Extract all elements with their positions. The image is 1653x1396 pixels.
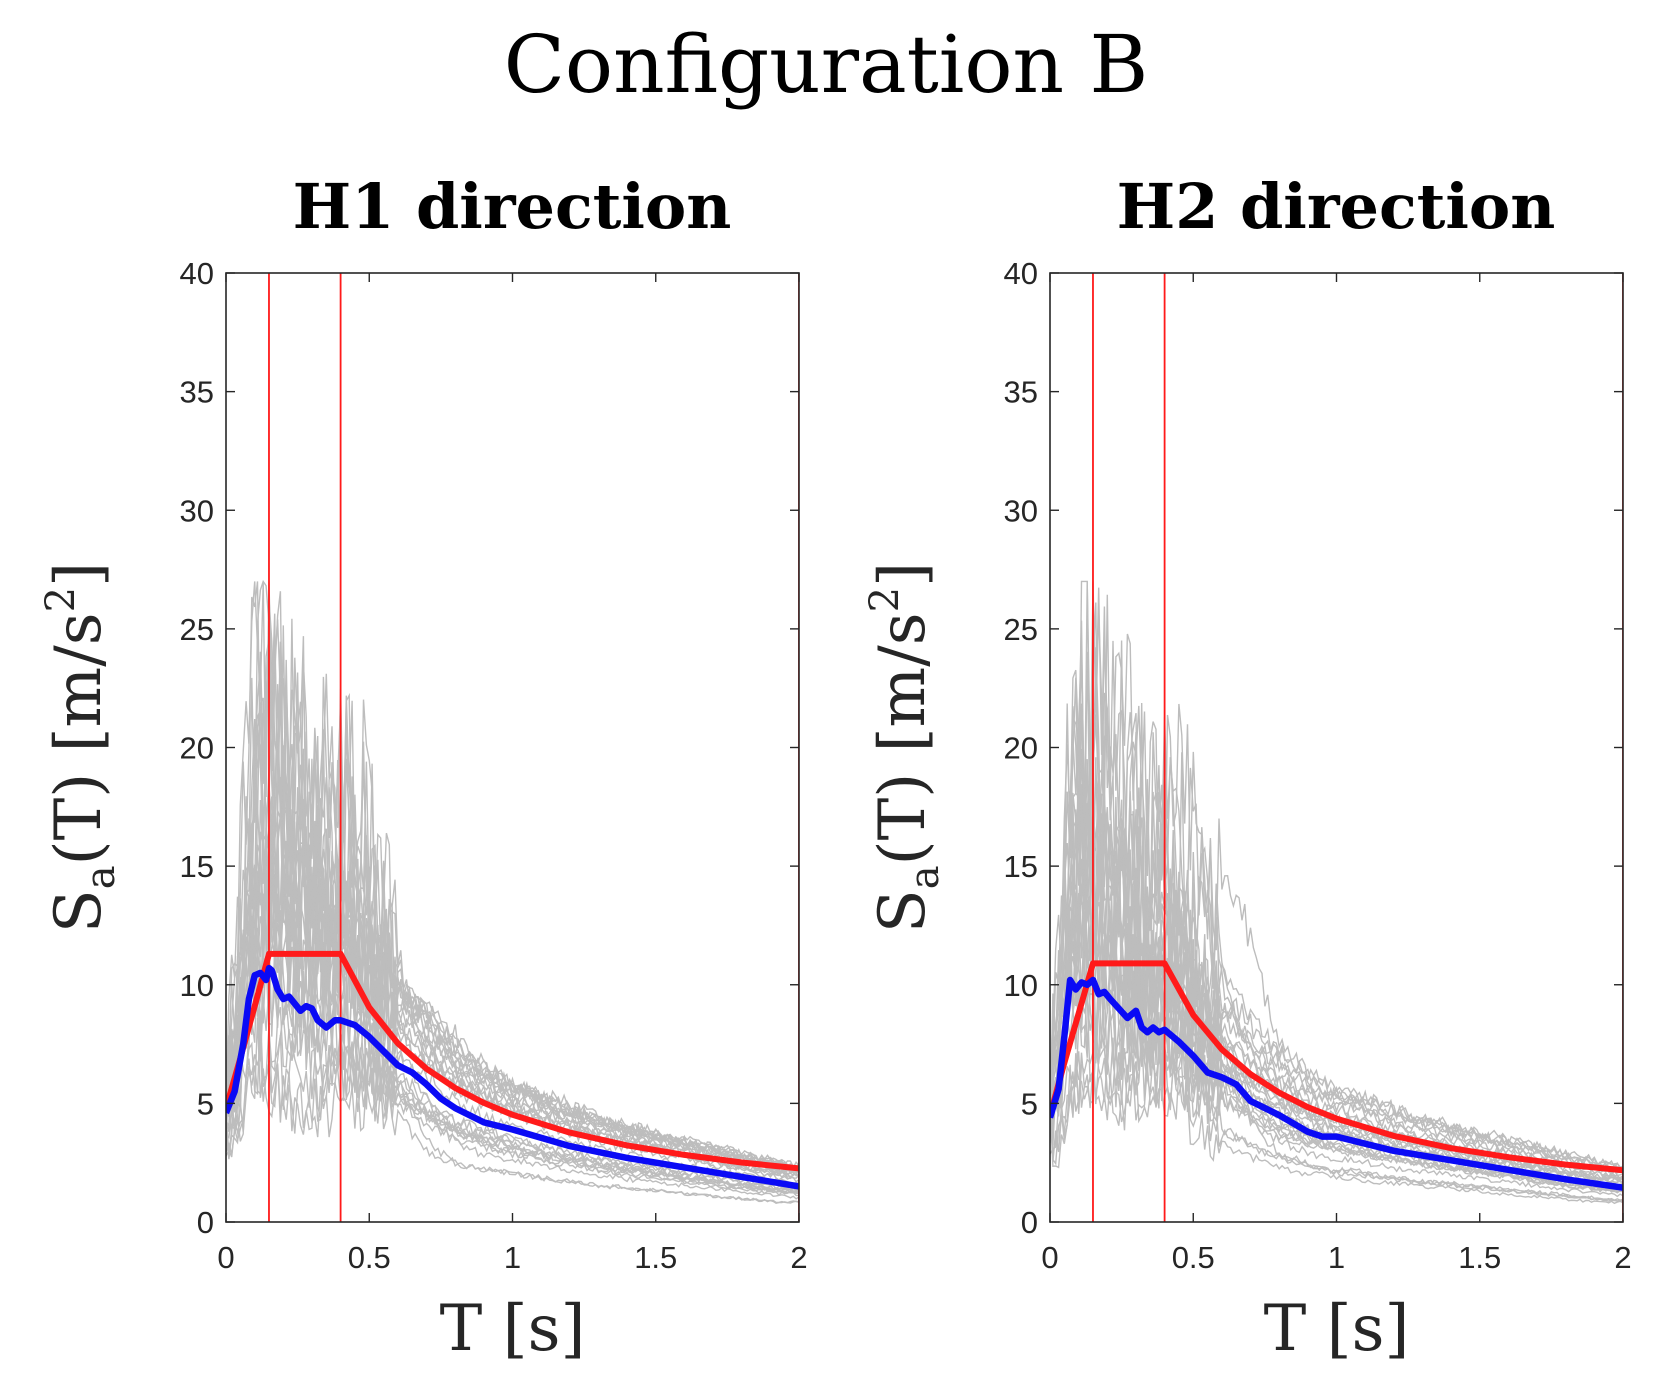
y-tick-label: 15 xyxy=(180,849,214,884)
x-tick-label: 1 xyxy=(504,1240,521,1275)
panel-title: H2 direction xyxy=(1117,170,1556,243)
y-tick-label: 10 xyxy=(180,968,214,1003)
x-axis-label: T [s] xyxy=(440,1292,586,1366)
x-tick-label: 0.5 xyxy=(1172,1240,1215,1275)
y-tick-label: 5 xyxy=(197,1086,214,1121)
y-tick-label: 0 xyxy=(197,1205,214,1240)
x-tick-label: 0 xyxy=(217,1240,234,1275)
plot-area xyxy=(226,273,799,1222)
record-spectrum xyxy=(1050,705,1623,1174)
y-tick-label: 25 xyxy=(1004,612,1038,647)
x-tick-label: 2 xyxy=(1614,1240,1631,1275)
x-axis-label: T [s] xyxy=(1264,1292,1410,1366)
x-tick-label: 1.5 xyxy=(634,1240,677,1275)
record-spectrum xyxy=(1050,1012,1623,1205)
x-tick-label: 1 xyxy=(1328,1240,1345,1275)
target-spectrum-line xyxy=(226,950,799,1172)
y-tick-label: 40 xyxy=(180,256,214,291)
y-tick-label: 40 xyxy=(1004,256,1038,291)
y-tick-label: 5 xyxy=(1021,1086,1038,1121)
panel-title: H1 direction xyxy=(293,170,732,243)
y-tick-label: 15 xyxy=(1004,849,1038,884)
record-spectrum xyxy=(1050,729,1623,1185)
x-tick-label: 0 xyxy=(1041,1240,1058,1275)
y-tick-label: 30 xyxy=(180,493,214,528)
y-tick-label: 35 xyxy=(1004,375,1038,410)
mean-spectrum-line xyxy=(226,964,799,1190)
record-spectrum xyxy=(1050,765,1623,1182)
y-tick-label: 25 xyxy=(180,612,214,647)
x-tick-label: 1.5 xyxy=(1458,1240,1501,1275)
y-axis-label: Sa(T) [m/s2] xyxy=(862,562,948,933)
record-spectrum xyxy=(226,844,799,1197)
figure-title: Configuration B xyxy=(504,18,1149,111)
y-tick-label: 30 xyxy=(1004,493,1038,528)
record-spectrum xyxy=(226,729,799,1190)
record-spectrum xyxy=(226,880,799,1193)
y-tick-label: 10 xyxy=(1004,968,1038,1003)
y-tick-label: 35 xyxy=(180,375,214,410)
y-tick-label: 20 xyxy=(180,731,214,766)
record-spectrum xyxy=(1050,850,1623,1193)
y-axis-label: Sa(T) [m/s2] xyxy=(38,562,124,933)
plot-area xyxy=(1050,273,1623,1222)
mean-spectrum-line xyxy=(1050,976,1623,1191)
record-spectrum xyxy=(226,688,799,1175)
target-spectrum-line xyxy=(1050,960,1623,1174)
x-tick-label: 0.5 xyxy=(348,1240,391,1275)
record-spectrum xyxy=(226,1001,799,1200)
x-tick-label: 2 xyxy=(790,1240,807,1275)
record-spectrum xyxy=(1050,994,1623,1202)
record-spectrum xyxy=(1050,872,1623,1193)
record-spectrum xyxy=(1050,976,1623,1198)
y-tick-label: 0 xyxy=(1021,1205,1038,1240)
y-tick-label: 20 xyxy=(1004,731,1038,766)
